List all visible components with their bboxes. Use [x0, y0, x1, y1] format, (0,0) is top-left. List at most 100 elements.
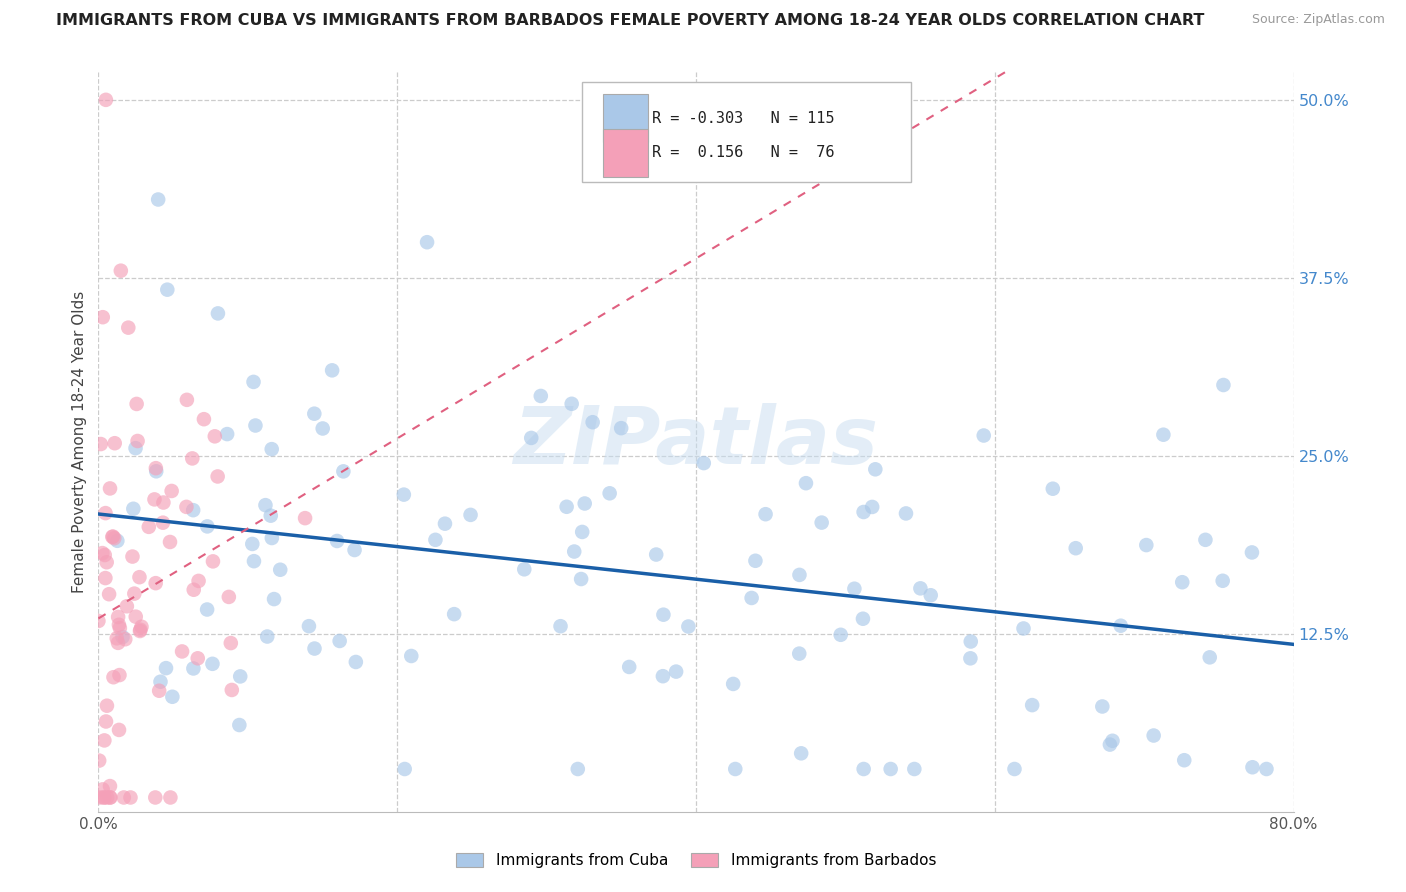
Point	[920, 588, 942, 602]
Point	[394, 762, 416, 776]
Point	[105, 632, 128, 646]
Point	[152, 495, 174, 509]
Point	[124, 586, 146, 600]
Point	[143, 492, 166, 507]
Point	[138, 520, 160, 534]
Point	[741, 591, 763, 605]
Point	[520, 431, 543, 445]
Point	[187, 574, 209, 588]
Point	[114, 632, 136, 647]
Point	[94, 714, 117, 729]
Point	[693, 456, 716, 470]
Legend: Immigrants from Cuba, Immigrants from Barbados: Immigrants from Cuba, Immigrants from Ba…	[450, 847, 942, 874]
Point	[959, 651, 981, 665]
Point	[844, 582, 866, 596]
Point	[240, 537, 263, 551]
Point	[122, 501, 145, 516]
Point	[1004, 762, 1026, 776]
Point	[787, 647, 810, 661]
Point	[665, 665, 688, 679]
Point	[89, 790, 111, 805]
Point	[401, 648, 423, 663]
Point	[903, 762, 925, 776]
Point	[304, 407, 326, 421]
Point	[124, 441, 146, 455]
Point	[329, 634, 352, 648]
Point	[567, 762, 589, 776]
Point	[256, 630, 278, 644]
Point	[530, 389, 553, 403]
Point	[181, 503, 204, 517]
Point	[104, 436, 127, 450]
Point	[93, 790, 115, 805]
Point	[93, 548, 115, 562]
Point	[195, 519, 218, 533]
Point	[96, 698, 118, 713]
Point	[344, 655, 367, 669]
Point	[651, 669, 673, 683]
Point	[610, 421, 633, 435]
Point	[201, 657, 224, 671]
Point	[744, 554, 766, 568]
Point	[910, 582, 932, 596]
Point	[1021, 698, 1043, 712]
Point	[204, 429, 226, 443]
Point	[107, 636, 129, 650]
Point	[652, 607, 675, 622]
Point	[98, 482, 121, 496]
Point	[101, 530, 124, 544]
Point	[176, 392, 198, 407]
Point	[117, 320, 139, 334]
Point	[1042, 482, 1064, 496]
Point	[87, 614, 110, 628]
Point	[555, 500, 578, 514]
Point	[111, 630, 134, 644]
FancyBboxPatch shape	[603, 128, 648, 177]
Point	[321, 363, 343, 377]
Point	[201, 554, 224, 568]
Point	[1256, 762, 1278, 776]
Point	[755, 507, 778, 521]
Point	[894, 507, 917, 521]
Point	[343, 543, 366, 558]
Point	[254, 498, 277, 512]
FancyBboxPatch shape	[603, 94, 648, 142]
Point	[94, 93, 117, 107]
Point	[98, 790, 121, 805]
Point	[90, 437, 112, 451]
Point	[105, 533, 128, 548]
Point	[460, 508, 482, 522]
Point	[326, 533, 349, 548]
Point	[128, 570, 150, 584]
Point	[721, 677, 744, 691]
Point	[263, 592, 285, 607]
Point	[260, 508, 283, 523]
Point	[810, 516, 832, 530]
Point	[155, 661, 177, 675]
Point	[159, 790, 181, 805]
Point	[1212, 574, 1234, 588]
Point	[101, 530, 124, 544]
Point	[218, 590, 240, 604]
Point	[148, 683, 170, 698]
Point	[599, 486, 621, 500]
Point	[260, 531, 283, 545]
Point	[183, 661, 205, 675]
Point	[392, 488, 415, 502]
Point	[103, 670, 125, 684]
Point	[120, 790, 142, 805]
Point	[148, 193, 170, 207]
Point	[830, 628, 852, 642]
Point	[724, 762, 747, 776]
Point	[550, 619, 572, 633]
Point	[152, 516, 174, 530]
Point	[125, 397, 148, 411]
Point	[260, 442, 283, 457]
Point	[162, 690, 184, 704]
Point	[207, 469, 229, 483]
Point	[143, 790, 166, 805]
Point	[1143, 729, 1166, 743]
Point	[98, 779, 121, 793]
Text: IMMIGRANTS FROM CUBA VS IMMIGRANTS FROM BARBADOS FEMALE POVERTY AMONG 18-24 YEAR: IMMIGRANTS FROM CUBA VS IMMIGRANTS FROM …	[56, 13, 1205, 29]
Point	[852, 612, 875, 626]
